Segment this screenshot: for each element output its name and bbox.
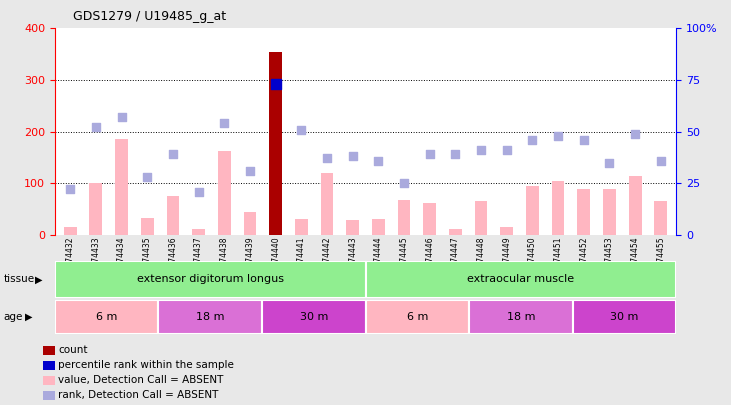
Bar: [346, 220, 359, 235]
Bar: [167, 196, 179, 235]
Bar: [115, 139, 128, 235]
Bar: [469, 300, 572, 334]
Bar: [552, 181, 564, 235]
Bar: [603, 190, 616, 235]
Bar: [262, 300, 366, 334]
Point: [501, 147, 512, 153]
Point: [604, 160, 616, 166]
Text: GDS1279 / U19485_g_at: GDS1279 / U19485_g_at: [73, 10, 226, 23]
Text: rank, Detection Call = ABSENT: rank, Detection Call = ABSENT: [58, 390, 219, 400]
Bar: [500, 227, 513, 235]
Bar: [366, 261, 676, 298]
Point: [219, 120, 230, 127]
Point: [629, 130, 641, 137]
Point: [373, 157, 385, 164]
Point: [346, 153, 358, 160]
Point: [167, 151, 179, 158]
Bar: [654, 201, 667, 235]
Bar: [159, 300, 262, 334]
Point: [578, 136, 590, 143]
Point: [141, 174, 153, 180]
Bar: [526, 186, 539, 235]
Bar: [295, 220, 308, 235]
Bar: [577, 190, 590, 235]
Text: ▶: ▶: [25, 312, 32, 322]
Point: [193, 188, 205, 195]
Text: value, Detection Call = ABSENT: value, Detection Call = ABSENT: [58, 375, 224, 385]
Bar: [321, 173, 333, 235]
Point: [115, 114, 127, 120]
Bar: [449, 229, 462, 235]
Point: [526, 136, 538, 143]
Bar: [218, 151, 231, 235]
Point: [552, 132, 564, 139]
Bar: [629, 175, 642, 235]
Bar: [572, 300, 676, 334]
Bar: [269, 51, 282, 235]
Text: 30 m: 30 m: [610, 312, 639, 322]
Bar: [55, 300, 159, 334]
Text: age: age: [4, 312, 23, 322]
Bar: [474, 201, 488, 235]
Point: [270, 81, 281, 87]
Point: [90, 124, 102, 131]
Text: extensor digitorum longus: extensor digitorum longus: [137, 275, 284, 284]
Text: 6 m: 6 m: [96, 312, 117, 322]
Bar: [141, 218, 154, 235]
Text: 18 m: 18 m: [507, 312, 535, 322]
Bar: [89, 183, 102, 235]
Point: [321, 155, 333, 162]
Bar: [64, 227, 77, 235]
Text: 18 m: 18 m: [196, 312, 224, 322]
Bar: [243, 212, 257, 235]
Text: ▶: ▶: [35, 275, 42, 284]
Bar: [192, 229, 205, 235]
Bar: [423, 203, 436, 235]
Bar: [55, 261, 366, 298]
Point: [295, 126, 307, 133]
Point: [398, 180, 410, 186]
Point: [64, 186, 76, 193]
Text: 30 m: 30 m: [300, 312, 328, 322]
Point: [424, 151, 436, 158]
Bar: [372, 220, 385, 235]
Text: extraocular muscle: extraocular muscle: [467, 275, 575, 284]
Text: 6 m: 6 m: [406, 312, 428, 322]
Point: [244, 168, 256, 174]
Text: count: count: [58, 345, 88, 355]
Point: [475, 147, 487, 153]
Bar: [398, 200, 410, 235]
Point: [655, 157, 667, 164]
Text: percentile rank within the sample: percentile rank within the sample: [58, 360, 235, 370]
Point: [450, 151, 461, 158]
Text: tissue: tissue: [4, 275, 35, 284]
Bar: [366, 300, 469, 334]
